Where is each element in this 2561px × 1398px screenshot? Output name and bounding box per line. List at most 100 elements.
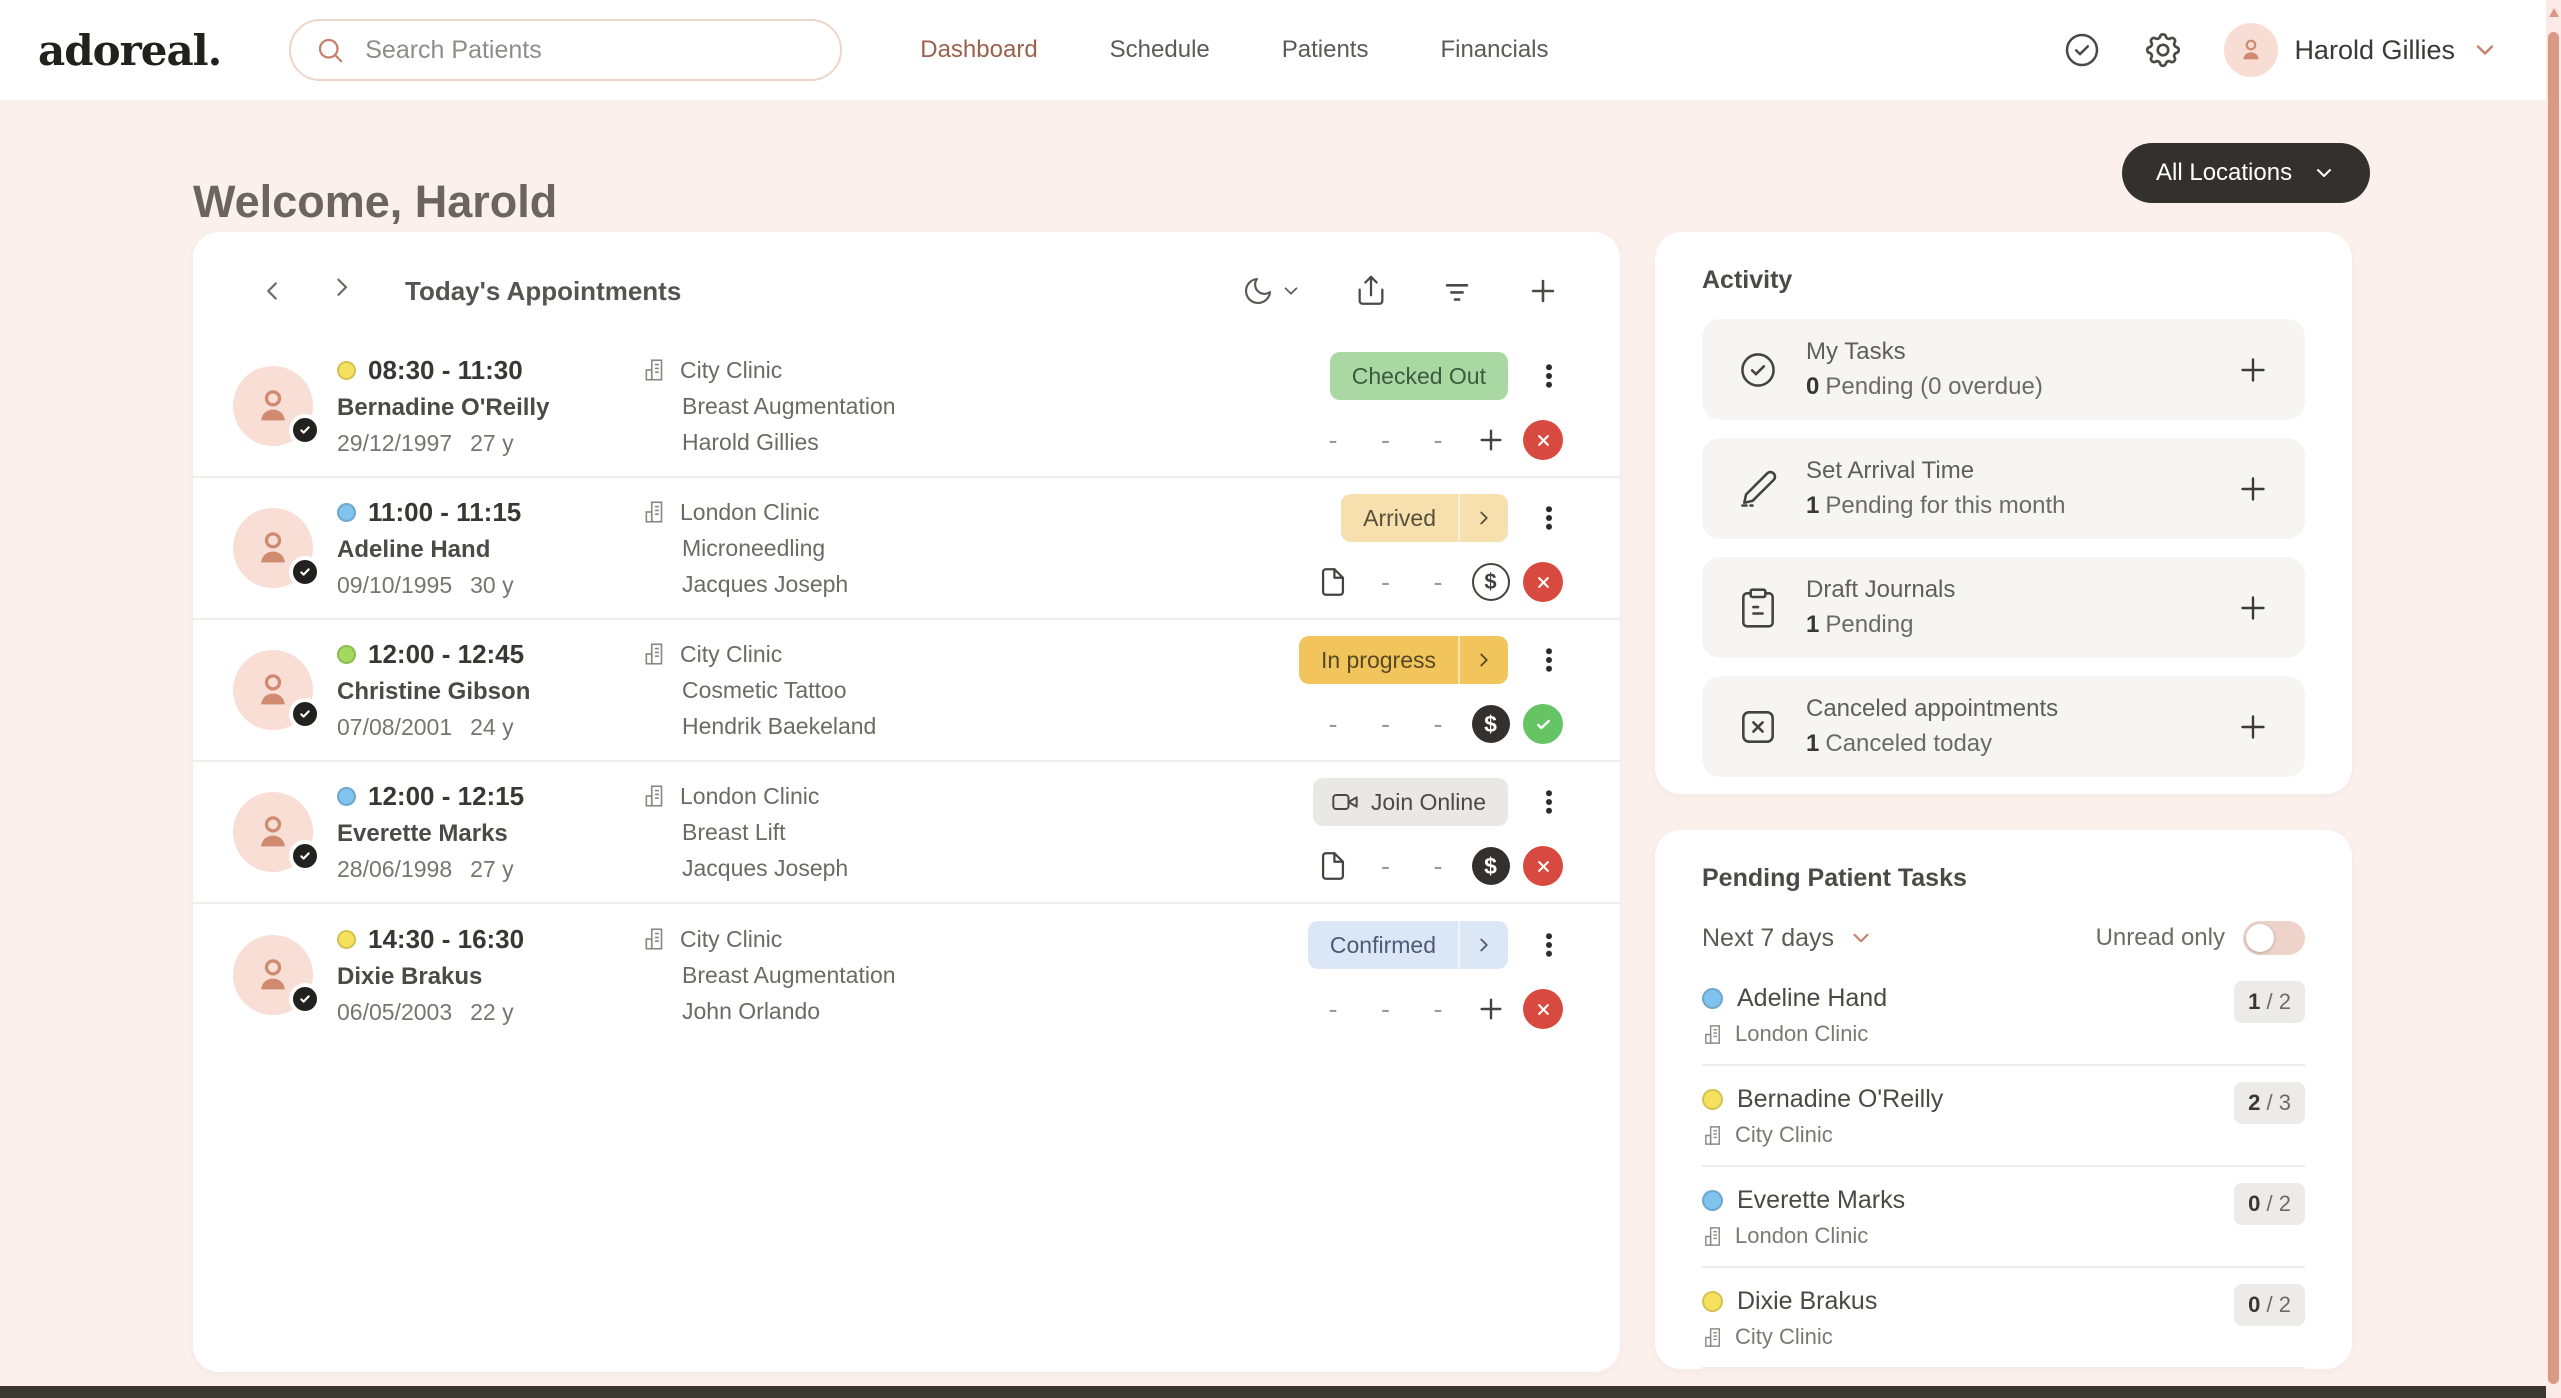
clinic-building-icon (642, 783, 668, 809)
locations-dropdown-button[interactable]: All Locations (2122, 143, 2371, 203)
patient-birth-date: 06/05/2003 (337, 999, 453, 1025)
appointment-row[interactable]: 14:30 - 16:30 Dixie Brakus 06/05/2003 22… (193, 904, 1620, 1046)
patient-name: Adeline Hand (1737, 984, 1888, 1012)
payment-dollar-icon[interactable]: $ (1471, 563, 1510, 601)
add-task-button[interactable] (2235, 471, 2271, 507)
nav-item-financials[interactable]: Financials (1440, 36, 1549, 63)
chevron-down-icon (1848, 925, 1874, 951)
tasks-check-circle-icon[interactable] (2062, 30, 2102, 70)
journal-clipboard-icon (1736, 586, 1780, 630)
pending-task-item[interactable]: Adeline Hand London Clinic 1 / 2 (1702, 965, 2305, 1066)
patient-avatar (233, 935, 321, 1015)
add-task-button[interactable] (2235, 352, 2271, 388)
patient-age: 22 y (470, 999, 514, 1025)
nav-item-dashboard[interactable]: Dashboard (920, 36, 1038, 63)
chevron-right-icon[interactable] (1458, 636, 1508, 684)
empty-action-placeholder: - (1433, 993, 1443, 1024)
night-mode-dropdown[interactable] (1242, 275, 1302, 307)
appointment-time: 12:00 - 12:45 (368, 639, 525, 669)
appointment-status-dot (337, 361, 356, 380)
cancel-appointment-icon[interactable] (1523, 989, 1563, 1029)
add-task-button[interactable] (2235, 590, 2271, 626)
appointment-row[interactable]: 08:30 - 11:30 Bernadine O'Reilly 29/12/1… (193, 336, 1620, 478)
clinic-building-icon (642, 926, 668, 952)
patient-age: 27 y (470, 856, 514, 882)
clinic-name: London Clinic (680, 782, 820, 809)
activity-card: Activity My Tasks 0 Pending (0 overdue) S… (1655, 232, 2352, 794)
patient-avatar (233, 366, 321, 446)
activity-items: My Tasks 0 Pending (0 overdue) Set Arriva… (1702, 319, 2305, 777)
activity-item[interactable]: Set Arrival Time 1 Pending for this month (1702, 438, 2305, 539)
add-action-icon[interactable] (1475, 424, 1507, 456)
activity-item[interactable]: Draft Journals 1 Pending (1702, 557, 2305, 658)
nav-item-schedule[interactable]: Schedule (1109, 36, 1210, 63)
search-input[interactable] (363, 34, 817, 66)
payment-dollar-paid-icon[interactable]: $ (1471, 847, 1510, 885)
kebab-menu-icon[interactable] (1534, 785, 1564, 819)
patient-search[interactable] (289, 19, 843, 81)
kebab-menu-icon[interactable] (1534, 501, 1564, 535)
status-badge[interactable]: Join Online (1312, 778, 1508, 826)
status-badge[interactable]: Confirmed (1307, 921, 1508, 969)
empty-action-placeholder: - (1381, 708, 1390, 739)
kebab-menu-icon[interactable] (1534, 643, 1564, 677)
scrollbar-up-arrow[interactable] (2549, 8, 2559, 17)
appointment-row[interactable]: 11:00 - 11:15 Adeline Hand 09/10/1995 30… (193, 478, 1620, 620)
activity-item[interactable]: My Tasks 0 Pending (0 overdue) (1702, 319, 2305, 420)
export-share-icon[interactable] (1354, 274, 1388, 308)
appointment-row[interactable]: 12:00 - 12:45 Christine Gibson 07/08/200… (193, 620, 1620, 762)
payment-dollar-paid-icon[interactable]: $ (1471, 705, 1510, 743)
complete-check-icon[interactable] (1523, 704, 1563, 744)
status-badge[interactable]: Arrived (1341, 494, 1508, 542)
chevron-right-icon[interactable] (1458, 921, 1508, 969)
person-icon (261, 816, 285, 847)
task-check-circle-icon (1736, 348, 1780, 392)
pending-task-item[interactable]: Everette Marks London Clinic 0 / 2 (1702, 1167, 2305, 1268)
row-action-icons: - - $ (1312, 846, 1564, 886)
status-badge[interactable]: Checked Out (1329, 352, 1508, 400)
pending-filter-row: Next 7 days Unread only (1702, 921, 2305, 955)
page-scrollbar[interactable] (2546, 0, 2561, 1398)
user-menu[interactable]: Harold Gillies (2224, 23, 2499, 77)
document-icon[interactable] (1316, 565, 1350, 599)
filter-icon[interactable] (1440, 274, 1474, 308)
cancel-appointment-icon[interactable] (1523, 562, 1563, 602)
pending-task-item[interactable]: Bernadine O'Reilly City Clinic 2 / 3 (1702, 1066, 2305, 1167)
date-range-dropdown[interactable]: Next 7 days (1702, 924, 1874, 953)
clinic-name: City Clinic (1735, 1324, 1833, 1349)
unread-only-toggle[interactable] (2243, 921, 2305, 955)
patient-name: Bernadine O'Reilly (337, 394, 550, 421)
cancel-appointment-icon[interactable] (1523, 846, 1563, 886)
scalpel-icon (1736, 467, 1780, 511)
nav-item-patients[interactable]: Patients (1281, 36, 1369, 63)
document-icon[interactable] (1316, 849, 1350, 883)
empty-action-placeholder: - (1381, 993, 1390, 1024)
previous-day-button[interactable] (257, 276, 287, 306)
activity-item-title: Draft Journals (1806, 576, 1956, 603)
clinic-name: City Clinic (680, 640, 783, 667)
add-task-button[interactable] (2235, 709, 2271, 745)
status-badge[interactable]: In progress (1298, 636, 1508, 684)
clinic-building-icon (642, 499, 668, 525)
chevron-right-icon[interactable] (1458, 494, 1508, 542)
patient-name: Dixie Brakus (337, 963, 483, 990)
appointment-status-dot (337, 645, 356, 664)
patient-name: Bernadine O'Reilly (1737, 1085, 1944, 1113)
treatment-name: Cosmetic Tattoo (682, 676, 847, 703)
settings-gear-icon[interactable] (2142, 29, 2184, 71)
search-icon (315, 35, 345, 65)
cancel-appointment-icon[interactable] (1523, 420, 1563, 460)
appointments-header: Today's Appointments (193, 232, 1620, 308)
appointment-row[interactable]: 12:00 - 12:15 Everette Marks 28/06/1998 … (193, 762, 1620, 904)
empty-action-placeholder: - (1433, 850, 1443, 881)
add-action-icon[interactable] (1475, 993, 1507, 1025)
add-appointment-button[interactable] (1526, 274, 1560, 308)
scrollbar-thumb[interactable] (2548, 32, 2559, 1384)
activity-item[interactable]: Canceled appointments 1 Canceled today (1702, 676, 2305, 777)
kebab-menu-icon[interactable] (1534, 359, 1564, 393)
pending-task-item[interactable]: Dixie Brakus City Clinic 0 / 2 (1702, 1268, 2305, 1369)
next-day-button[interactable] (331, 276, 361, 306)
kebab-menu-icon[interactable] (1534, 928, 1564, 962)
patient-status-dot (1702, 1190, 1723, 1211)
treatment-name: Breast Lift (682, 818, 786, 845)
